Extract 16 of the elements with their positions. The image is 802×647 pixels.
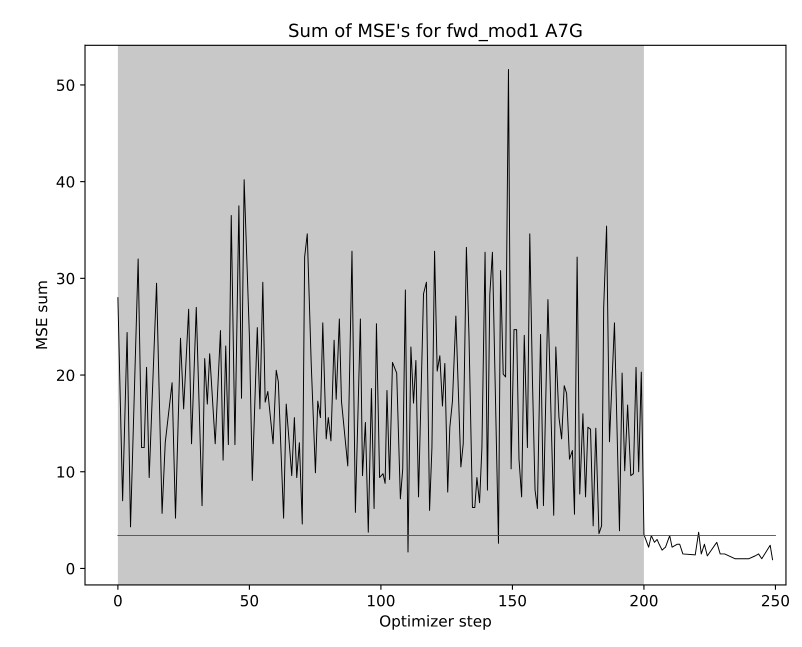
y-tick-label: 50 — [57, 79, 74, 91]
y-tick-label: 20 — [56, 370, 74, 382]
x-tick-label: 100 — [368, 594, 394, 606]
line-series — [117, 68, 774, 560]
y-tick-label: 30 — [57, 272, 74, 284]
y-tick-label: 10 — [58, 466, 74, 478]
x-axis-title: Optimizer step — [380, 614, 491, 630]
chart-title: Sum of MSE's for fwd_mod1 A7G — [289, 23, 582, 42]
x-tick-label: 50 — [240, 594, 258, 606]
y-tick-label: 40 — [56, 176, 74, 188]
x-tick-label: 200 — [630, 594, 658, 606]
y-tick-label: 0 — [66, 562, 74, 574]
x-tick-label: 150 — [500, 594, 526, 606]
x-tick-label: 250 — [762, 594, 790, 606]
y-axis-title: MSE sum — [36, 281, 48, 349]
x-tick-label: 0 — [114, 594, 122, 606]
